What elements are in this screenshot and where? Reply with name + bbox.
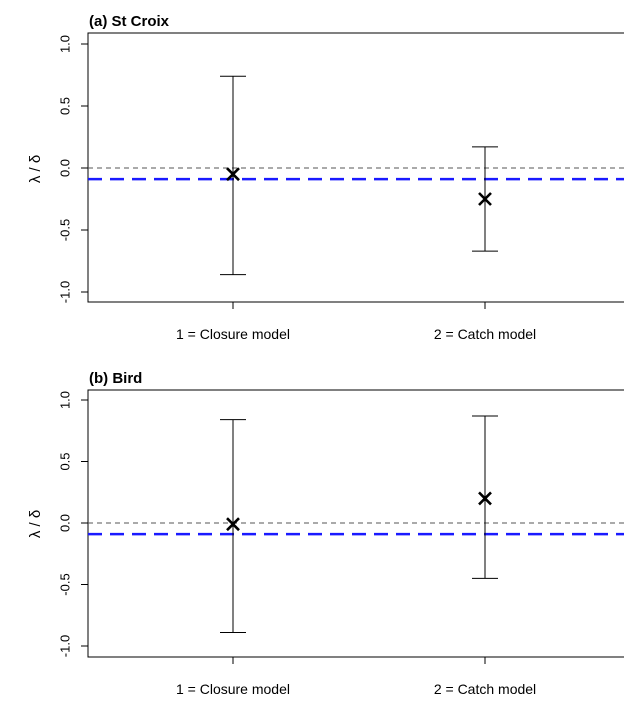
y-tick-label: -1.0	[57, 635, 72, 657]
panel-bird: (b) Bird λ / δ -1.0 -0.5 0.0 0.5 1.0 1 = Clos…	[27, 370, 624, 697]
panel-st-croix: (a) St Croix λ / δ -1.0 -0.5 0.0 0.5 1.0 1 = …	[27, 13, 624, 342]
y-tick-label: 1.0	[57, 391, 72, 409]
x-tick-label: 1 = Closure model	[176, 681, 290, 697]
y-tick-label: -0.5	[57, 573, 72, 595]
plot-frame	[88, 33, 624, 302]
plot-frame	[88, 390, 624, 657]
y-axis-label: λ / δ	[27, 510, 44, 538]
y-tick-label: 0.5	[57, 452, 72, 470]
y-axis-label: λ / δ	[27, 155, 44, 183]
panel-title: (a) St Croix	[89, 13, 170, 30]
panel-title: (b) Bird	[89, 370, 142, 387]
y-tick-label: -1.0	[57, 281, 72, 303]
y-tick-label: 0.0	[57, 159, 72, 177]
x-tick-label: 2 = Catch model	[434, 681, 536, 697]
y-tick-label: 1.0	[57, 35, 72, 53]
x-tick-label: 2 = Catch model	[434, 326, 536, 342]
y-tick-label: 0.0	[57, 514, 72, 532]
y-tick-label: 0.5	[57, 97, 72, 115]
y-tick-label: -0.5	[57, 219, 72, 241]
x-tick-label: 1 = Closure model	[176, 326, 290, 342]
